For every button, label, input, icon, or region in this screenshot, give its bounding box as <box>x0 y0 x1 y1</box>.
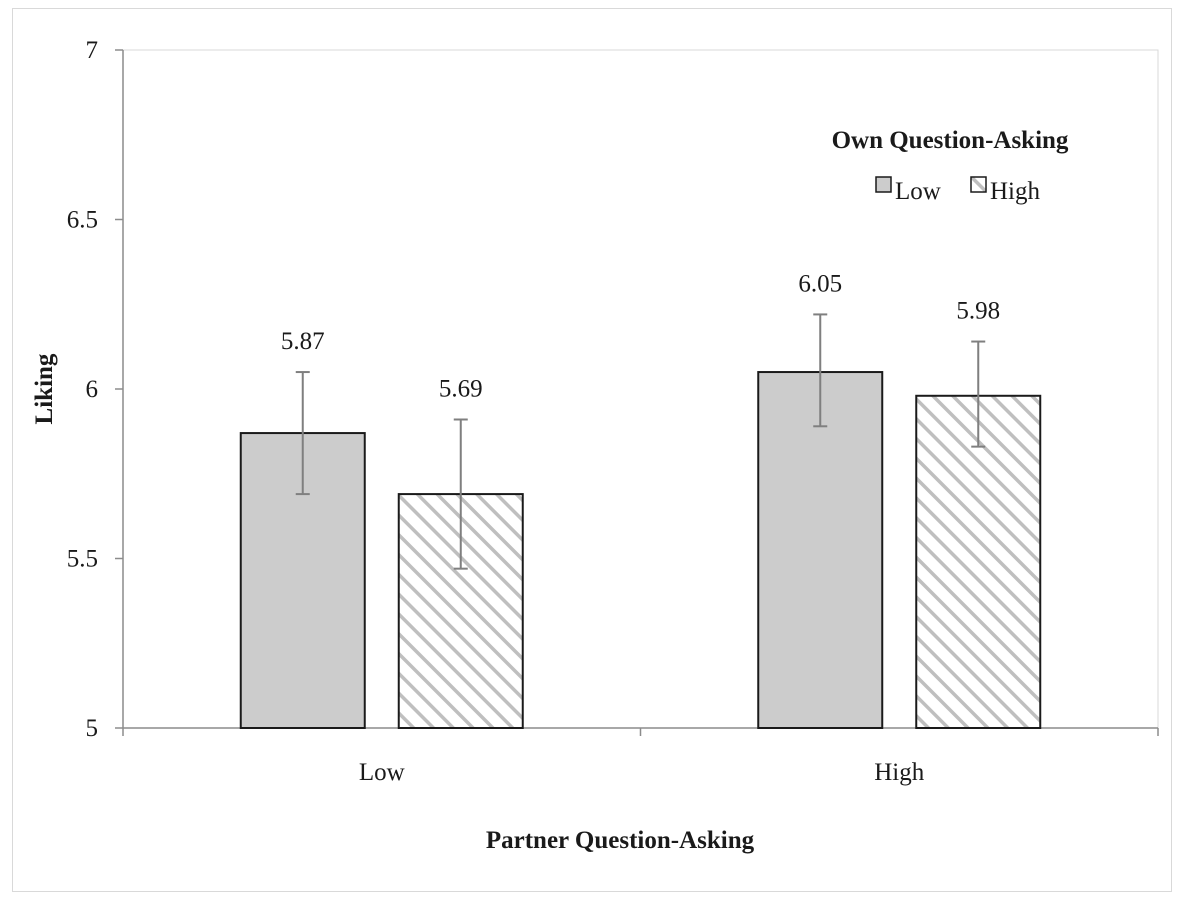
legend-swatch-high <box>970 176 987 193</box>
bar <box>915 394 1042 729</box>
legend-entry-low: Low <box>895 178 941 205</box>
y-axis-label: Liking <box>31 353 58 424</box>
y-tick-label: 7 <box>86 37 99 64</box>
y-tick-label: 6.5 <box>67 207 98 234</box>
y-tick-label: 6 <box>86 376 99 403</box>
y-tick-label: 5.5 <box>67 546 98 573</box>
legend-title: Own Question-Asking <box>832 127 1069 154</box>
data-label: 5.69 <box>439 376 483 403</box>
bar <box>757 371 884 729</box>
x-axis-label: Partner Question-Asking <box>486 827 755 854</box>
x-tick-label: Low <box>359 759 405 786</box>
legend-entry-high: High <box>990 178 1041 205</box>
legend: Own Question-Asking Low High <box>832 127 1069 205</box>
data-label: 5.98 <box>956 298 1000 325</box>
legend-swatch-low <box>875 176 892 193</box>
y-tick-label: 5 <box>86 715 99 742</box>
data-label: 6.05 <box>798 270 842 297</box>
data-label: 5.87 <box>281 328 325 355</box>
x-tick-label: High <box>874 759 925 786</box>
